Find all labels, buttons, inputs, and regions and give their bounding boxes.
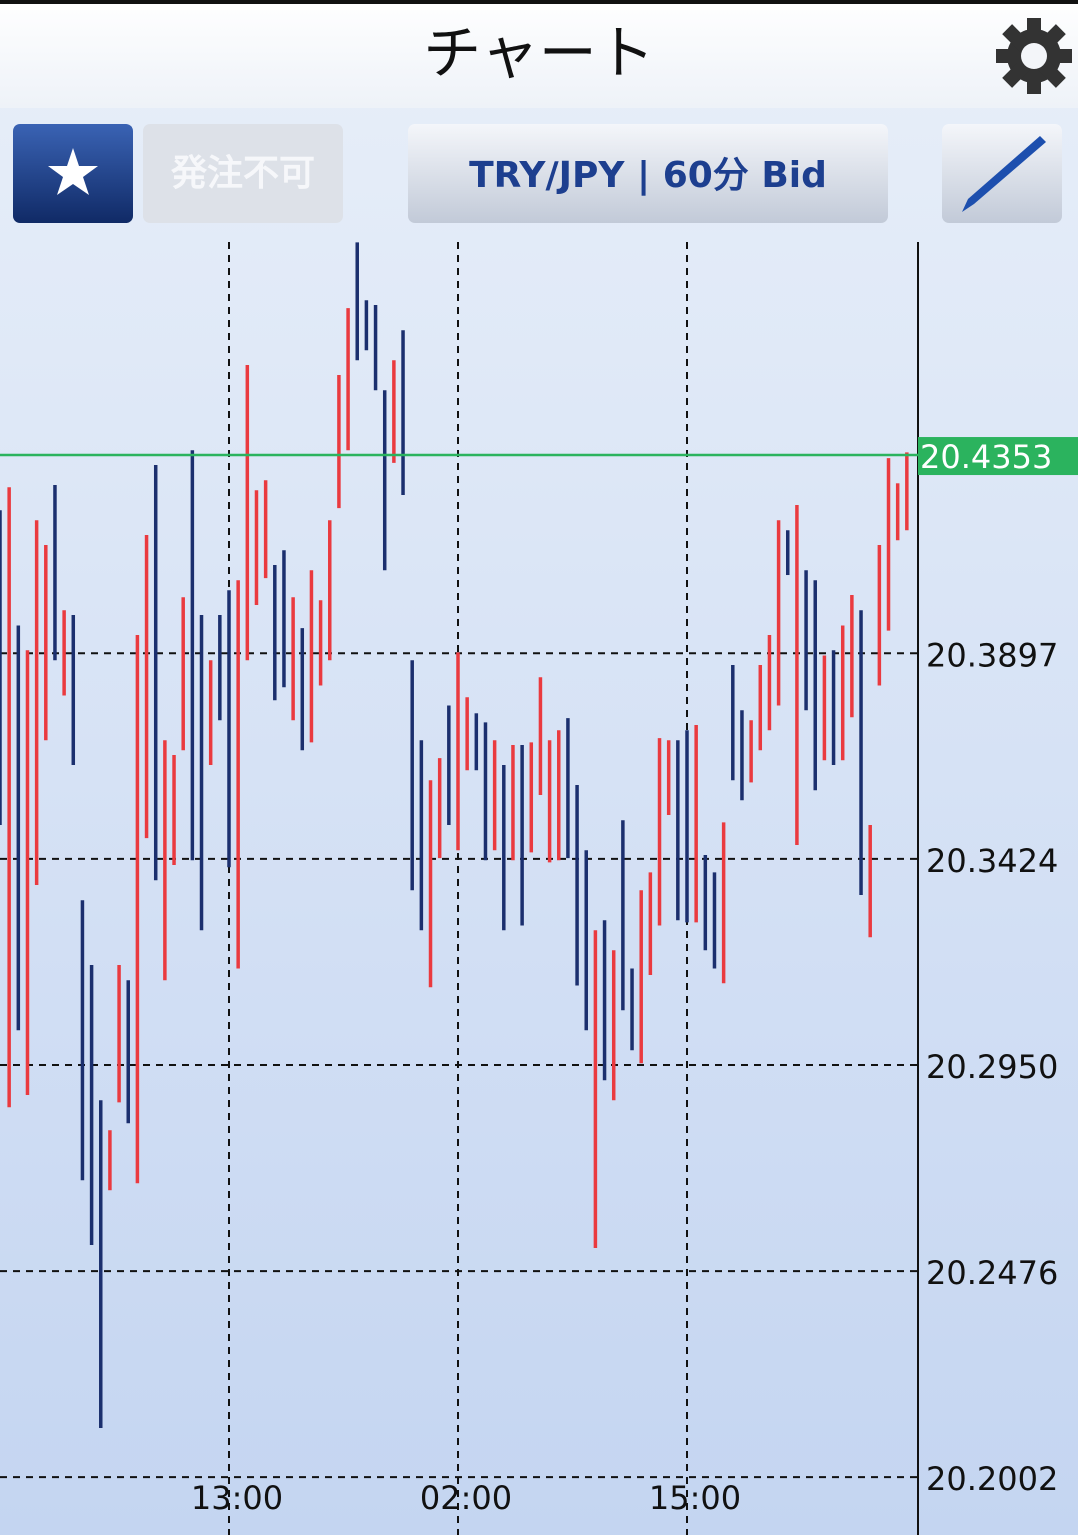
draw-button[interactable] [942,124,1062,223]
y-tick-label: 20.3897 [926,636,1058,674]
current-price-label: 20.4353 [920,438,1052,476]
settings-button[interactable] [996,18,1072,94]
x-tick-label: 15:00 [649,1479,741,1517]
symbol-bg [408,124,888,223]
x-tick-label: 13:00 [191,1479,283,1517]
screen-title: チャート [423,19,654,87]
symbol-button[interactable]: TRY/JPY | 60分 Bid [408,124,888,223]
favorite-button[interactable] [13,124,133,223]
star-icon [48,148,98,195]
y-tick-label: 20.2476 [926,1254,1058,1292]
current-price-tag [918,437,1078,476]
order-status: 発注不可 [171,153,315,194]
order-bg [143,124,343,223]
symbol-label: TRY/JPY | 60分 Bid [469,155,827,196]
order-button[interactable]: 発注不可 [143,124,343,223]
y-tick-label: 20.2950 [926,1048,1058,1086]
chart: 20.2002 20.2476 20.2950 20.3424 20.3897 13:00… [0,242,1078,1535]
y-tick-label: 20.3424 [926,842,1058,880]
gear-hole [1021,43,1047,69]
header-bar [0,0,1078,108]
pen-icon [962,136,1046,212]
x-tick-label: 02:00 [420,1479,512,1517]
y-tick-label: 20.2002 [926,1460,1058,1498]
